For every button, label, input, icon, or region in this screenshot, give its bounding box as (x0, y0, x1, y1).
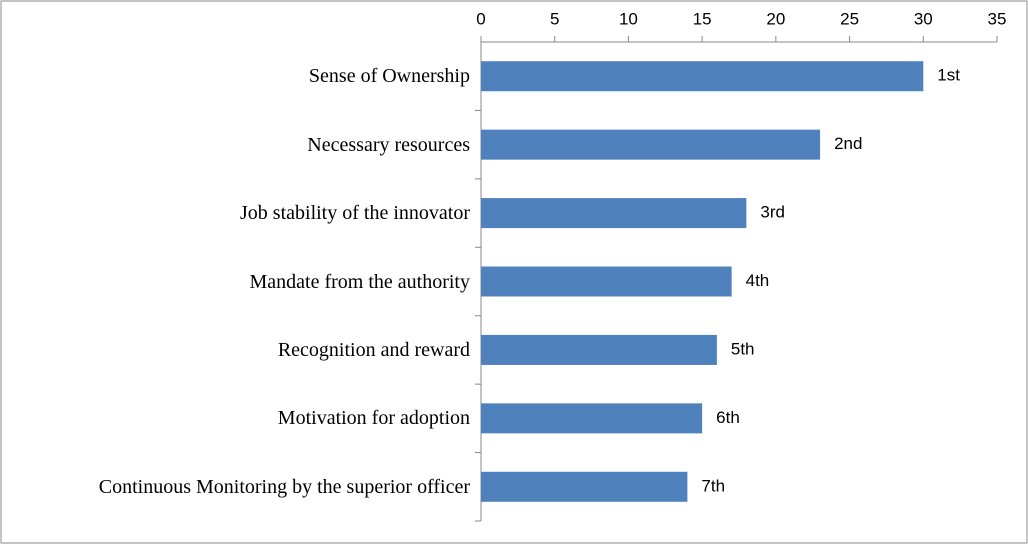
bar (481, 61, 924, 92)
y-tick-label: Motivation for adoption (277, 407, 470, 430)
bar-annotation: 6th (716, 408, 740, 427)
bar-annotation: 4th (746, 271, 770, 290)
bar-annotation: 3rd (760, 203, 785, 222)
x-tick-label: 0 (476, 9, 485, 28)
y-tick-label: Mandate from the authority (249, 270, 471, 293)
bar (481, 471, 688, 502)
x-tick-label: 15 (693, 9, 712, 28)
bar (481, 129, 821, 160)
bar (481, 266, 732, 297)
y-tick-label: Recognition and reward (277, 338, 470, 361)
bar-annotation: 5th (731, 339, 755, 358)
bar-annotation: 2nd (834, 134, 862, 153)
y-tick-label: Continuous Monitoring by the superior of… (98, 475, 470, 498)
x-tick-label: 5 (550, 9, 559, 28)
y-tick-label: Necessary resources (307, 133, 470, 156)
bar (481, 334, 717, 365)
x-tick-label: 20 (766, 9, 785, 28)
x-tick-label: 10 (619, 9, 638, 28)
bar (481, 403, 703, 434)
x-tick-label: 35 (988, 9, 1007, 28)
bar-annotation: 7th (701, 476, 725, 495)
x-tick-label: 25 (840, 9, 859, 28)
y-tick-label: Job stability of the innovator (240, 202, 470, 225)
y-tick-label: Sense of Ownership (308, 65, 470, 88)
bar-annotation: 1st (937, 66, 960, 85)
bar (481, 198, 747, 229)
x-tick-label: 30 (914, 9, 933, 28)
